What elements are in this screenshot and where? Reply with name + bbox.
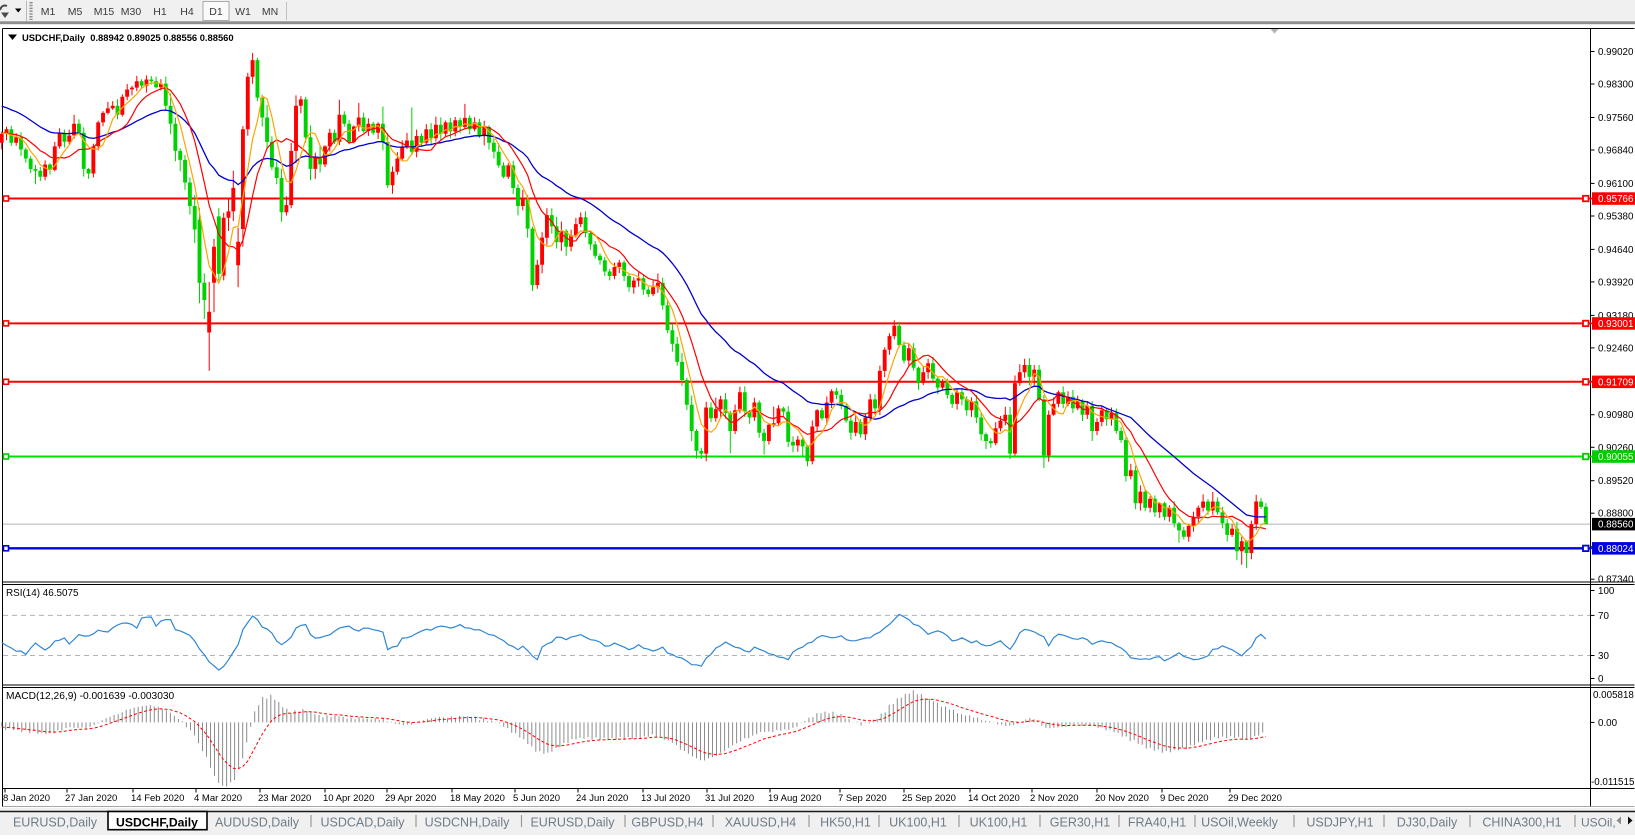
svg-text:0.88560: 0.88560 — [1598, 520, 1634, 531]
svg-text:USDCNH,Daily: USDCNH,Daily — [425, 816, 510, 830]
svg-text:-0.011515: -0.011515 — [1591, 777, 1635, 788]
svg-text:CHINA300,H1: CHINA300,H1 — [1482, 816, 1561, 830]
svg-text:0.90260: 0.90260 — [1598, 443, 1634, 454]
svg-text:8 Jan 2020: 8 Jan 2020 — [3, 793, 50, 804]
svg-text:13 Jul 2020: 13 Jul 2020 — [641, 793, 690, 804]
svg-text:10 Apr 2020: 10 Apr 2020 — [323, 793, 374, 804]
svg-text:0.94640: 0.94640 — [1598, 245, 1634, 256]
svg-text:27 Jan 2020: 27 Jan 2020 — [65, 793, 117, 804]
svg-text:W1: W1 — [235, 6, 251, 18]
svg-text:UK100,H1: UK100,H1 — [970, 816, 1028, 830]
svg-text:4 Mar 2020: 4 Mar 2020 — [194, 793, 242, 804]
svg-text:19 Aug 2020: 19 Aug 2020 — [768, 793, 821, 804]
svg-text:0.87340: 0.87340 — [1598, 575, 1634, 586]
svg-text:MN: MN — [262, 6, 278, 18]
svg-text:0.95766: 0.95766 — [1598, 194, 1634, 205]
svg-text:D1: D1 — [209, 6, 223, 18]
svg-text:EURUSD,Daily: EURUSD,Daily — [530, 816, 615, 830]
svg-text:0.89520: 0.89520 — [1598, 476, 1634, 487]
svg-text:FRA40,H1: FRA40,H1 — [1128, 816, 1186, 830]
svg-text:31 Jul 2020: 31 Jul 2020 — [705, 793, 754, 804]
svg-text:0.95380: 0.95380 — [1598, 212, 1634, 223]
svg-text:5 Jun 2020: 5 Jun 2020 — [513, 793, 560, 804]
svg-text:M1: M1 — [41, 6, 56, 18]
svg-text:USDJPY,H1: USDJPY,H1 — [1306, 816, 1373, 830]
svg-text:0.005818: 0.005818 — [1593, 690, 1634, 701]
svg-text:XAUUSD,H4: XAUUSD,H4 — [725, 816, 797, 830]
svg-text:USOil,: USOil, — [1581, 816, 1616, 830]
svg-text:2 Nov 2020: 2 Nov 2020 — [1030, 793, 1079, 804]
svg-text:70: 70 — [1598, 611, 1609, 622]
svg-text:0: 0 — [1598, 674, 1604, 685]
svg-text:MACD(12,26,9) -0.001639 -0.003: MACD(12,26,9) -0.001639 -0.003030 — [6, 691, 175, 702]
svg-text:0.93180: 0.93180 — [1598, 311, 1634, 322]
svg-text:0.00: 0.00 — [1598, 718, 1618, 729]
svg-text:0.97560: 0.97560 — [1598, 113, 1634, 124]
svg-text:24 Jun 2020: 24 Jun 2020 — [576, 793, 628, 804]
svg-text:0.92460: 0.92460 — [1598, 343, 1634, 354]
svg-text:M5: M5 — [68, 6, 83, 18]
svg-text:9 Dec 2020: 9 Dec 2020 — [1160, 793, 1209, 804]
svg-text:0.96100: 0.96100 — [1598, 179, 1634, 190]
svg-text:25 Sep 2020: 25 Sep 2020 — [902, 793, 956, 804]
svg-text:0.96840: 0.96840 — [1598, 146, 1634, 157]
svg-text:HK50,H1: HK50,H1 — [820, 816, 871, 830]
svg-text:M15: M15 — [94, 6, 115, 18]
svg-text:7 Sep 2020: 7 Sep 2020 — [838, 793, 887, 804]
svg-text:GER30,H1: GER30,H1 — [1050, 816, 1110, 830]
svg-text:0.90055: 0.90055 — [1598, 452, 1634, 463]
svg-text:H1: H1 — [153, 6, 167, 18]
svg-text:18 May 2020: 18 May 2020 — [450, 793, 505, 804]
svg-text:USOil,Weekly: USOil,Weekly — [1201, 816, 1279, 830]
svg-text:H4: H4 — [180, 6, 194, 18]
svg-text:14 Feb 2020: 14 Feb 2020 — [131, 793, 184, 804]
svg-text:0.91709: 0.91709 — [1598, 377, 1633, 388]
svg-text:0.88800: 0.88800 — [1598, 509, 1634, 520]
svg-text:0.99020: 0.99020 — [1598, 47, 1634, 58]
svg-text:23 Mar 2020: 23 Mar 2020 — [258, 793, 311, 804]
svg-text:14 Oct 2020: 14 Oct 2020 — [968, 793, 1020, 804]
svg-text:0.90980: 0.90980 — [1598, 410, 1634, 421]
svg-text:EURUSD,Daily: EURUSD,Daily — [13, 816, 98, 830]
svg-text:0.93920: 0.93920 — [1598, 277, 1634, 288]
svg-text:0.88024: 0.88024 — [1598, 544, 1634, 555]
svg-text:GBPUSD,H4: GBPUSD,H4 — [631, 816, 703, 830]
svg-text:20 Nov 2020: 20 Nov 2020 — [1095, 793, 1149, 804]
svg-text:AUDUSD,Daily: AUDUSD,Daily — [215, 816, 300, 830]
svg-text:0.98300: 0.98300 — [1598, 80, 1634, 91]
svg-text:UK100,H1: UK100,H1 — [889, 816, 947, 830]
svg-text:30: 30 — [1598, 651, 1609, 662]
svg-text:RSI(14) 46.5075: RSI(14) 46.5075 — [6, 588, 79, 599]
svg-text:USDCHF,Daily: USDCHF,Daily — [116, 816, 198, 830]
svg-text:DJ30,Daily: DJ30,Daily — [1397, 816, 1458, 830]
svg-text:USDCAD,Daily: USDCAD,Daily — [320, 816, 405, 830]
svg-text:29 Dec 2020: 29 Dec 2020 — [1228, 793, 1282, 804]
svg-text:100: 100 — [1598, 586, 1615, 597]
svg-text:USDCHF,Daily 0.88942 0.89025: USDCHF,Daily 0.88942 0.89025 0.88556 0.8… — [22, 32, 234, 43]
svg-text:29 Apr 2020: 29 Apr 2020 — [385, 793, 436, 804]
svg-text:M30: M30 — [121, 6, 142, 18]
svg-text:0.93001: 0.93001 — [1598, 319, 1633, 330]
